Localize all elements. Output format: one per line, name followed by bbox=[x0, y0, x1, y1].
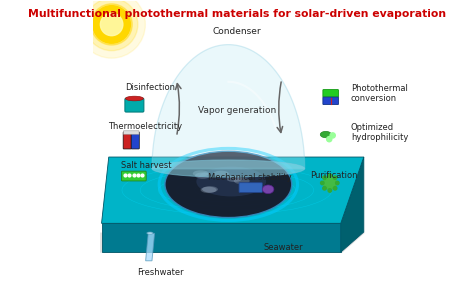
Text: Mechanical stability: Mechanical stability bbox=[208, 173, 292, 182]
Polygon shape bbox=[341, 157, 364, 252]
Ellipse shape bbox=[165, 151, 292, 218]
Text: Condenser: Condenser bbox=[213, 27, 261, 36]
Circle shape bbox=[323, 187, 326, 190]
Ellipse shape bbox=[234, 178, 250, 184]
Circle shape bbox=[328, 174, 331, 177]
Text: Optimized
hydrophilicity: Optimized hydrophilicity bbox=[351, 123, 408, 142]
FancyBboxPatch shape bbox=[125, 98, 144, 112]
Ellipse shape bbox=[213, 171, 229, 177]
FancyBboxPatch shape bbox=[131, 132, 139, 149]
Ellipse shape bbox=[195, 172, 211, 179]
Text: Salt harvest: Salt harvest bbox=[121, 161, 172, 170]
Circle shape bbox=[330, 133, 335, 138]
Circle shape bbox=[327, 136, 332, 142]
Circle shape bbox=[91, 4, 132, 45]
Polygon shape bbox=[146, 233, 155, 261]
Ellipse shape bbox=[126, 96, 143, 101]
Text: Thermoelectricity: Thermoelectricity bbox=[108, 122, 182, 131]
Ellipse shape bbox=[202, 186, 218, 193]
Ellipse shape bbox=[193, 170, 209, 177]
Circle shape bbox=[78, 0, 146, 58]
FancyBboxPatch shape bbox=[323, 97, 338, 104]
Ellipse shape bbox=[263, 185, 274, 194]
Text: Vapor generation: Vapor generation bbox=[198, 107, 276, 116]
Circle shape bbox=[333, 176, 337, 179]
Circle shape bbox=[323, 176, 326, 179]
Text: Purification: Purification bbox=[310, 171, 357, 180]
Circle shape bbox=[320, 181, 324, 185]
FancyBboxPatch shape bbox=[121, 171, 146, 181]
Circle shape bbox=[100, 13, 123, 36]
FancyBboxPatch shape bbox=[323, 90, 338, 97]
Ellipse shape bbox=[147, 232, 153, 234]
Text: Multifunctional photothermal materials for solar-driven evaporation: Multifunctional photothermal materials f… bbox=[28, 9, 446, 19]
Circle shape bbox=[85, 0, 138, 51]
Text: Seawater: Seawater bbox=[263, 243, 303, 252]
Text: Freshwater: Freshwater bbox=[137, 268, 184, 277]
Ellipse shape bbox=[226, 175, 242, 182]
Text: Photothermal
conversion: Photothermal conversion bbox=[351, 84, 408, 103]
Polygon shape bbox=[101, 223, 341, 252]
Ellipse shape bbox=[320, 131, 331, 138]
Ellipse shape bbox=[239, 186, 255, 192]
FancyBboxPatch shape bbox=[123, 132, 131, 149]
Polygon shape bbox=[100, 233, 365, 253]
Polygon shape bbox=[101, 157, 364, 223]
Circle shape bbox=[333, 187, 337, 190]
Text: Disinfection: Disinfection bbox=[126, 83, 175, 92]
Ellipse shape bbox=[152, 160, 305, 177]
Circle shape bbox=[93, 6, 130, 43]
FancyBboxPatch shape bbox=[123, 131, 139, 134]
Circle shape bbox=[328, 189, 331, 192]
Circle shape bbox=[323, 177, 336, 189]
FancyBboxPatch shape bbox=[239, 183, 263, 192]
Circle shape bbox=[336, 181, 339, 185]
Ellipse shape bbox=[196, 167, 266, 196]
Ellipse shape bbox=[201, 187, 217, 193]
Polygon shape bbox=[152, 45, 305, 168]
